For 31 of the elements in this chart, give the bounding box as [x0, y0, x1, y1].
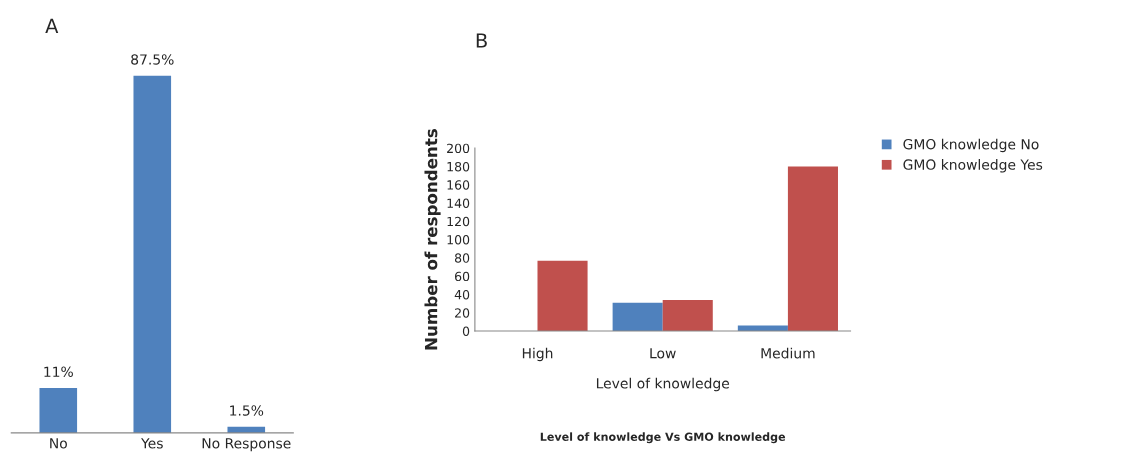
- y-tick-label: 120: [447, 216, 470, 227]
- legend-label: GMO knowledge No: [903, 138, 1039, 153]
- x-tick-label: Medium: [761, 347, 815, 359]
- data-label: 1.5%: [230, 405, 264, 416]
- bar: [537, 260, 588, 332]
- bar: [612, 302, 663, 332]
- y-tick-label: 20: [455, 308, 470, 318]
- data-label: 11%: [44, 366, 73, 377]
- y-tick-label: 0: [462, 326, 470, 336]
- text: Level of knowledge Vs GMO knowledge: [540, 432, 786, 444]
- y-tick-label: 100: [447, 235, 470, 245]
- chart-title: A: [45, 18, 59, 33]
- y-tick-label: 60: [454, 271, 470, 282]
- y-tick-label: 140: [447, 198, 470, 208]
- x-tick-label: Yes: [141, 438, 163, 449]
- y-tick-label: 40: [454, 289, 470, 300]
- x-tick-label: No Response: [202, 438, 291, 452]
- y-tick-label: 80: [454, 253, 470, 263]
- x-tick-label: Low: [650, 348, 676, 359]
- x-tick-label: No: [50, 438, 67, 449]
- x-tick-label: High: [522, 347, 553, 362]
- y-tick-label: 180: [447, 161, 470, 172]
- y-axis-title: Number of respondents: [424, 129, 441, 350]
- y-tick-label: 200: [447, 143, 470, 154]
- bar: [662, 299, 713, 332]
- x-axis-title: Level of knowledge: [596, 377, 730, 392]
- y-tick-label: 160: [447, 180, 470, 190]
- chart-title: B: [476, 33, 487, 48]
- data-label: 87.5%: [131, 54, 174, 65]
- legend-label: GMO knowledge Yes: [903, 159, 1043, 173]
- bar: [787, 166, 838, 332]
